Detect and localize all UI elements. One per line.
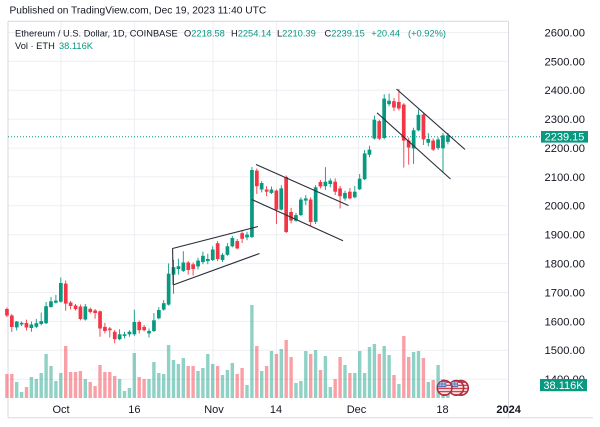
svg-text:16: 16 [128, 404, 140, 416]
svg-text:14: 14 [270, 404, 282, 416]
svg-text:1700.00: 1700.00 [545, 287, 585, 299]
svg-text:38.116K: 38.116K [543, 380, 584, 392]
svg-text:2024: 2024 [496, 404, 521, 416]
svg-text:2200.00: 2200.00 [545, 143, 585, 155]
svg-text:1900.00: 1900.00 [545, 230, 585, 242]
svg-text:18: 18 [436, 404, 448, 416]
svg-text:2000.00: 2000.00 [545, 201, 585, 213]
svg-text:Oct: Oct [52, 404, 69, 416]
svg-text:2600.00: 2600.00 [545, 27, 585, 39]
svg-text:Published on TradingView.com,: Published on TradingView.com, Dec 19, 20… [10, 6, 267, 17]
svg-text:2100.00: 2100.00 [545, 172, 585, 184]
svg-text:2239.15: 2239.15 [545, 132, 585, 144]
svg-text:2500.00: 2500.00 [545, 56, 585, 68]
svg-text:Ethereum / U.S. Dollar, 1D, CO: Ethereum / U.S. Dollar, 1D, COINBASE O221… [15, 28, 446, 38]
svg-text:Nov: Nov [204, 404, 224, 416]
svg-text:2300.00: 2300.00 [545, 114, 585, 126]
svg-text:1500.00: 1500.00 [545, 345, 585, 357]
svg-text:2400.00: 2400.00 [545, 85, 585, 97]
svg-text:1800.00: 1800.00 [545, 259, 585, 271]
svg-text:1600.00: 1600.00 [545, 316, 585, 328]
svg-text:Dec: Dec [347, 404, 367, 416]
